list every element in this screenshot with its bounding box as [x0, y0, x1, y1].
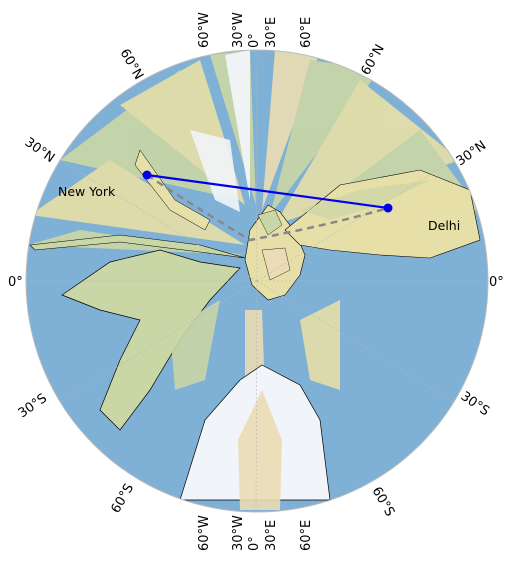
lat-label: 60°N: [117, 47, 146, 83]
city-label-new-york: New York: [58, 184, 116, 199]
lon-label-bottom: 60°W: [197, 515, 212, 551]
city-marker-delhi[interactable]: [383, 203, 393, 213]
route-line: [146, 173, 389, 210]
great-circle-path: [146, 173, 389, 242]
lat-label: 30°S: [458, 389, 492, 419]
lon-label-bottom: 30°E: [264, 520, 279, 551]
lat-label: 30°S: [16, 391, 50, 421]
lon-label-bottom: 60°E: [299, 520, 314, 551]
lon-label-top: 60°W: [197, 12, 212, 48]
map-border: [25, 49, 489, 513]
lon-label-top: 0°: [247, 33, 262, 48]
city-label-delhi: Delhi: [428, 218, 460, 233]
lon-label-top: 30°E: [264, 17, 279, 48]
lat-label: 30°N: [22, 135, 57, 166]
lat-label: 0°: [8, 275, 23, 290]
lon-label-top: 60°E: [299, 17, 314, 48]
lat-label: 60°N: [358, 42, 387, 78]
lon-label-top: 30°W: [231, 12, 246, 48]
lon-label-bottom: 30°W: [231, 515, 246, 551]
graticule: [26, 50, 488, 512]
lat-label: 30°N: [454, 138, 489, 169]
lat-label: 60°S: [369, 485, 398, 520]
map-content: [26, 50, 488, 512]
asia: [284, 169, 481, 259]
arctic-ice: [225, 50, 250, 200]
lon-label-bottom: 0°: [247, 536, 262, 551]
south-america: [61, 249, 241, 431]
lat-label: 60°S: [108, 481, 137, 516]
city-marker-new-york[interactable]: [142, 170, 152, 180]
lat-label: 0°: [489, 275, 504, 290]
